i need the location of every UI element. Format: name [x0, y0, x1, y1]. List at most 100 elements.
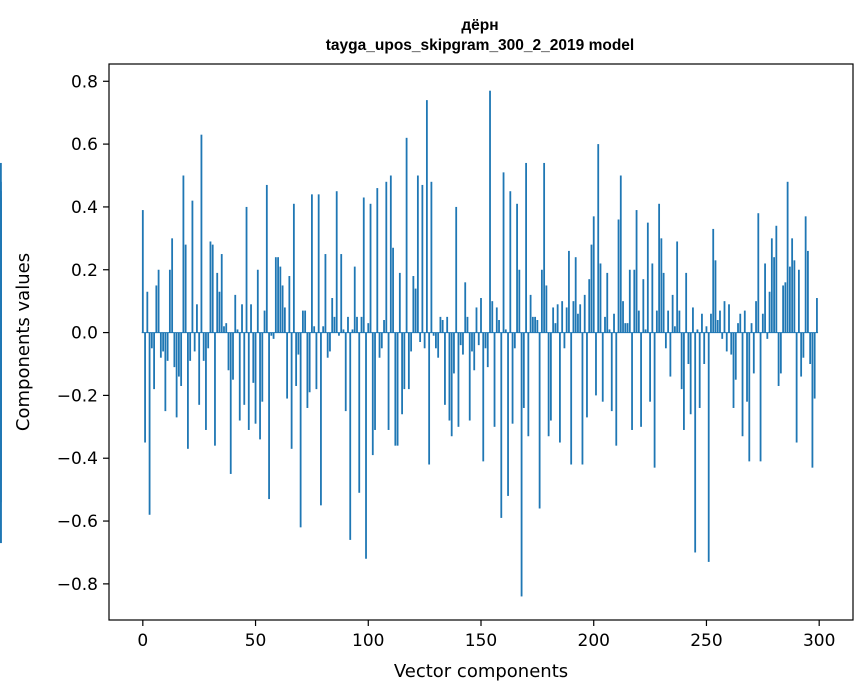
bar: [696, 329, 699, 333]
bar: [223, 326, 225, 333]
bar: [155, 285, 158, 333]
bar: [777, 332, 780, 386]
bar: [308, 332, 311, 393]
bar: [410, 332, 413, 352]
bar: [437, 332, 440, 358]
bar: [520, 332, 523, 597]
bar: [401, 332, 403, 415]
bar: [651, 263, 654, 333]
bar: [168, 269, 171, 333]
bar: [216, 272, 219, 333]
bar: [290, 332, 293, 449]
bar: [793, 260, 796, 333]
bar: [500, 332, 503, 518]
bar: [687, 332, 690, 364]
bar: [730, 332, 733, 355]
bar: [633, 269, 636, 333]
bar: [750, 323, 753, 333]
bar: [536, 320, 539, 333]
bar: [660, 238, 663, 333]
bar: [430, 181, 433, 333]
bar: [658, 203, 661, 333]
bar: [202, 332, 205, 361]
bar: [743, 310, 746, 333]
bar: [615, 332, 618, 446]
bar: [405, 137, 408, 333]
bar: [425, 100, 428, 333]
bar: [245, 206, 248, 333]
bar: [606, 272, 609, 333]
bar: [414, 288, 417, 333]
bar: [640, 332, 642, 427]
bar: [547, 332, 550, 437]
bar: [768, 291, 771, 333]
bar: [782, 285, 785, 333]
bar: [416, 175, 419, 333]
bar: [583, 294, 586, 333]
bar: [196, 304, 198, 333]
bar: [554, 323, 557, 333]
bar: [166, 332, 169, 361]
bar: [797, 269, 800, 333]
bar: [802, 332, 805, 358]
bar: [574, 257, 577, 333]
bar: [241, 304, 243, 333]
bar: [254, 332, 257, 424]
bar: [716, 320, 719, 333]
bar: [466, 316, 469, 333]
bar: [601, 332, 604, 402]
bar: [335, 191, 338, 333]
bar: [0, 332, 2, 339]
bar: [358, 332, 361, 493]
bar: [455, 206, 458, 333]
y-tick-label: −0.2: [57, 386, 98, 406]
y-tick-label: 0.0: [71, 324, 98, 344]
y-tick-label: −0.6: [57, 512, 98, 532]
bar: [299, 332, 302, 528]
bar: [412, 276, 415, 333]
bar: [283, 307, 286, 333]
chart-subtitle: tayga_upos_skipgram_300_2_2019 model: [326, 37, 634, 54]
bar: [207, 332, 210, 349]
bar: [511, 332, 514, 424]
bar: [295, 332, 298, 386]
bar: [486, 332, 489, 368]
bar: [329, 332, 331, 352]
bar: [786, 181, 789, 333]
bar: [664, 332, 667, 349]
bar: [435, 332, 437, 349]
x-tick-label: 250: [690, 631, 722, 651]
bar: [268, 332, 270, 500]
bar: [642, 279, 645, 333]
bar: [398, 272, 401, 333]
bar: [144, 332, 146, 443]
bar: [495, 307, 498, 333]
bar: [586, 332, 588, 418]
bar: [568, 250, 570, 333]
x-axis: 0 50 100 150 200 250 300: [137, 620, 835, 651]
bar: [419, 332, 422, 342]
bar: [502, 172, 505, 333]
bar: [351, 329, 354, 333]
bar: [538, 332, 541, 509]
y-tick-label: 0.4: [71, 198, 98, 218]
bar: [374, 332, 376, 430]
bar: [392, 247, 394, 333]
bar: [522, 332, 525, 408]
bar: [613, 313, 615, 333]
bar: [177, 332, 180, 377]
bar: [549, 332, 552, 421]
bar: [507, 332, 509, 496]
bar: [705, 326, 708, 333]
x-tick-label: 200: [578, 631, 610, 651]
bar: [279, 266, 282, 333]
bar: [324, 254, 327, 333]
bar: [637, 310, 640, 333]
bar: [678, 310, 681, 333]
bar: [353, 266, 356, 333]
bar: [712, 228, 715, 333]
bar: [732, 332, 735, 408]
bar: [471, 332, 473, 352]
bar: [540, 269, 543, 333]
